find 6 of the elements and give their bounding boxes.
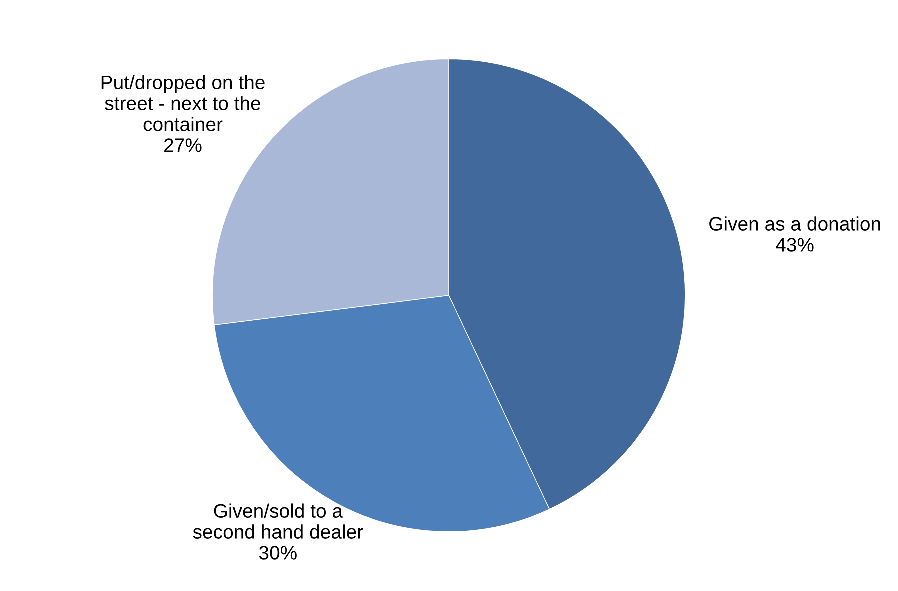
data-label: 43%: [776, 238, 814, 252]
slice-label: Put/dropped on the street - next to the container: [102, 75, 265, 132]
data-label: 27%: [164, 138, 202, 152]
slice-label: Given/sold to a second hand dealer: [193, 504, 364, 539]
data-label: 30%: [259, 546, 297, 560]
slice-label: Given as a donation: [710, 216, 880, 231]
